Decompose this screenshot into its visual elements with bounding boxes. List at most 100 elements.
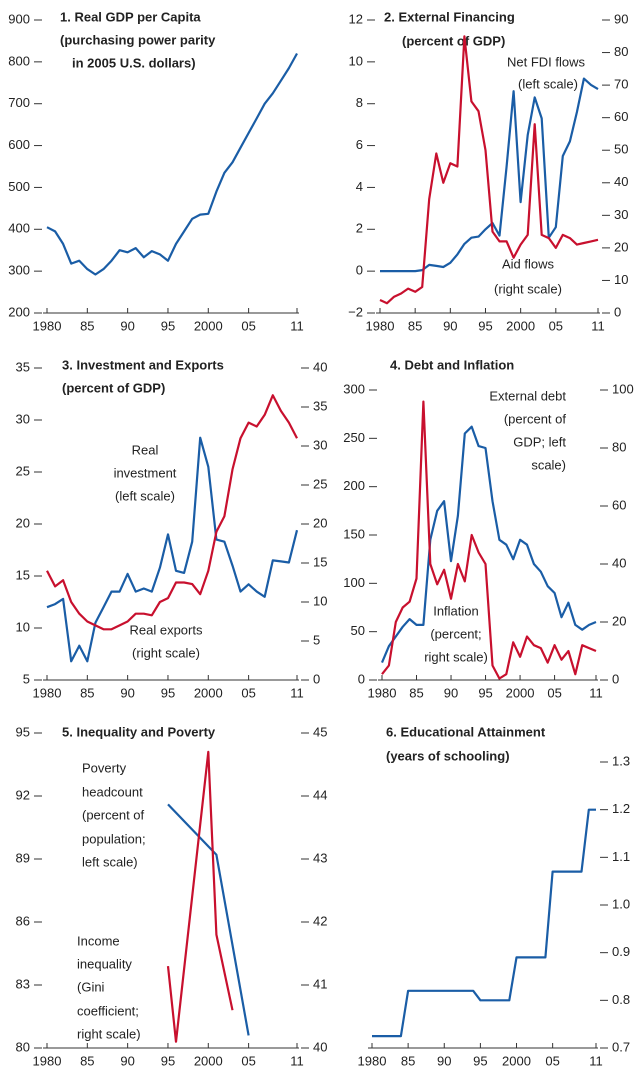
x-tick-label: 2000: [506, 318, 535, 333]
y2-tick-label: 45: [313, 724, 327, 739]
annotation: Net FDI flows: [507, 54, 586, 69]
y-tick-label: 300: [8, 263, 30, 278]
y-tick-label: 200: [343, 478, 365, 493]
y2-tick-label: 80: [612, 439, 626, 454]
annotation: right scale): [77, 1026, 141, 1041]
y-tick-label: 900: [8, 11, 30, 26]
y2-tick-label: 1.3: [612, 753, 630, 768]
x-tick-label: 11: [290, 318, 304, 333]
y2-tick-label: 40: [313, 1039, 327, 1054]
y2-tick-label: 44: [313, 787, 327, 802]
y-tick-label: 500: [8, 179, 30, 194]
x-tick-label: 90: [120, 318, 134, 333]
y-tick-label: 600: [8, 137, 30, 152]
x-tick-label: 90: [120, 685, 134, 700]
y2-tick-label: 10: [614, 272, 628, 287]
annotation: GDP; left: [513, 434, 566, 449]
annotation: inequality: [77, 956, 132, 971]
annotation: scale): [531, 457, 566, 472]
annotation: (percent of: [504, 411, 567, 426]
x-tick-label: 2000: [194, 1053, 223, 1068]
x-tick-label: 1980: [366, 318, 395, 333]
y-tick-label: 300: [343, 381, 365, 396]
chart-title: 1. Real GDP per Capita: [60, 9, 201, 24]
series-line: [167, 803, 250, 1036]
annotation: External debt: [489, 388, 566, 403]
y-tick-label: 80: [16, 1039, 30, 1054]
annotation: (percent;: [430, 626, 481, 641]
series-line: [46, 394, 298, 631]
annotation: (right scale): [132, 645, 200, 660]
y2-tick-label: 35: [313, 398, 327, 413]
y-tick-label: 83: [16, 976, 30, 991]
y2-tick-label: 30: [313, 437, 327, 452]
x-tick-label: 05: [547, 685, 561, 700]
y2-tick-label: 1.0: [612, 896, 630, 911]
x-tick-label: 11: [591, 318, 605, 333]
annotation: (left scale): [518, 76, 578, 91]
chart-title: 4. Debt and Inflation: [390, 357, 514, 372]
x-tick-label: 2000: [506, 685, 535, 700]
y-tick-label: 4: [356, 179, 363, 194]
y2-tick-label: 5: [313, 632, 320, 647]
x-tick-label: 90: [437, 1053, 451, 1068]
annotation: (Gini: [77, 979, 105, 994]
y2-tick-label: 40: [313, 359, 327, 374]
x-tick-label: 90: [120, 1053, 134, 1068]
x-tick-label: 85: [80, 685, 94, 700]
annotation: Inflation: [433, 603, 479, 618]
y2-tick-label: 10: [313, 593, 327, 608]
y-tick-label: 5: [23, 671, 30, 686]
annotation: population;: [82, 831, 146, 846]
annotation: headcount: [82, 784, 143, 799]
y-tick-label: 30: [16, 411, 30, 426]
y-tick-label: 200: [8, 304, 30, 319]
annotation: (right scale): [494, 281, 562, 296]
annotation: (left scale): [115, 488, 175, 503]
y-tick-label: 20: [16, 515, 30, 530]
x-tick-label: 95: [478, 318, 492, 333]
x-tick-label: 95: [161, 318, 175, 333]
y2-tick-label: 0.9: [612, 944, 630, 959]
y-tick-label: 0: [356, 263, 363, 278]
annotation: right scale): [424, 649, 488, 664]
y-tick-label: 150: [343, 526, 365, 541]
annotation: (percent of: [82, 807, 145, 822]
y-tick-label: 50: [351, 623, 365, 638]
y2-tick-label: 20: [614, 239, 628, 254]
y-tick-label: 700: [8, 95, 30, 110]
chart-title: (percent of GDP): [402, 33, 505, 48]
y-tick-label: 89: [16, 850, 30, 865]
annotation: Real exports: [130, 622, 203, 637]
y2-tick-label: 20: [313, 515, 327, 530]
y2-tick-label: 43: [313, 850, 327, 865]
y-tick-label: 15: [16, 567, 30, 582]
series-line: [372, 808, 596, 1038]
y2-tick-label: 0.7: [612, 1039, 630, 1054]
x-tick-label: 05: [549, 318, 563, 333]
y2-tick-label: 50: [614, 142, 628, 157]
x-tick-label: 1980: [358, 1053, 387, 1068]
x-tick-label: 05: [241, 318, 255, 333]
y2-tick-label: 30: [614, 207, 628, 222]
y-tick-label: 800: [8, 53, 30, 68]
y2-tick-label: 15: [313, 554, 327, 569]
y-tick-label: 86: [16, 913, 30, 928]
y2-tick-label: 0.8: [612, 992, 630, 1007]
y-tick-label: −2: [348, 304, 363, 319]
y-tick-label: 92: [16, 787, 30, 802]
chart-title: (years of schooling): [386, 748, 510, 763]
annotation: left scale): [82, 854, 138, 869]
y-tick-label: 6: [356, 137, 363, 152]
series-line: [381, 400, 597, 680]
y-tick-label: 25: [16, 463, 30, 478]
y2-tick-label: 90: [614, 11, 628, 26]
annotation: Real: [132, 442, 159, 457]
y-tick-label: 95: [16, 724, 30, 739]
x-tick-label: 85: [401, 1053, 415, 1068]
annotation: Aid flows: [502, 256, 555, 271]
chart-title: 3. Investment and Exports: [62, 357, 224, 372]
x-tick-label: 85: [80, 318, 94, 333]
y-tick-label: 35: [16, 359, 30, 374]
